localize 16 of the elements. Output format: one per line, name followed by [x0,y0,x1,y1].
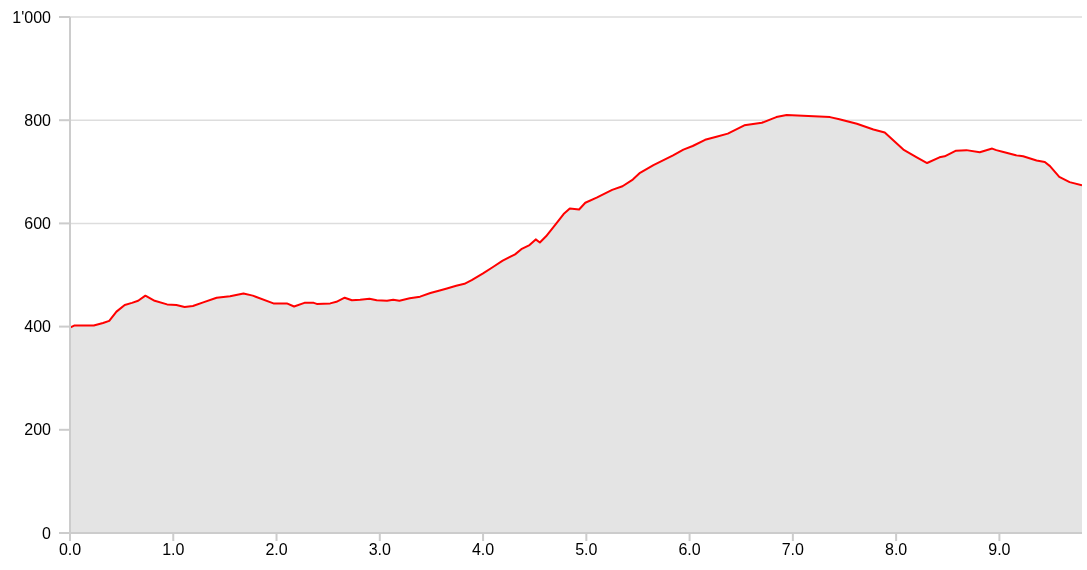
y-tick-label: 0 [42,524,52,542]
x-tick-label: 6.0 [678,541,701,559]
x-tick-label: 7.0 [781,541,805,559]
x-tick-label: 4.0 [471,541,495,559]
y-tick-label: 1'000 [12,8,52,26]
x-tick-label: 5.0 [575,541,598,559]
x-tick-label: 1.0 [162,541,185,559]
y-tick-label: 400 [24,318,52,336]
x-tick-label: 9.0 [988,541,1011,559]
x-tick-label: 2.0 [265,541,288,559]
y-tick-label: 600 [24,215,52,233]
y-tick-label: 800 [24,111,52,129]
x-tick-label: 0.0 [58,541,82,559]
x-tick-label: 8.0 [885,541,908,559]
y-tick-label: 200 [24,421,52,439]
x-tick-label: 3.0 [368,541,392,559]
